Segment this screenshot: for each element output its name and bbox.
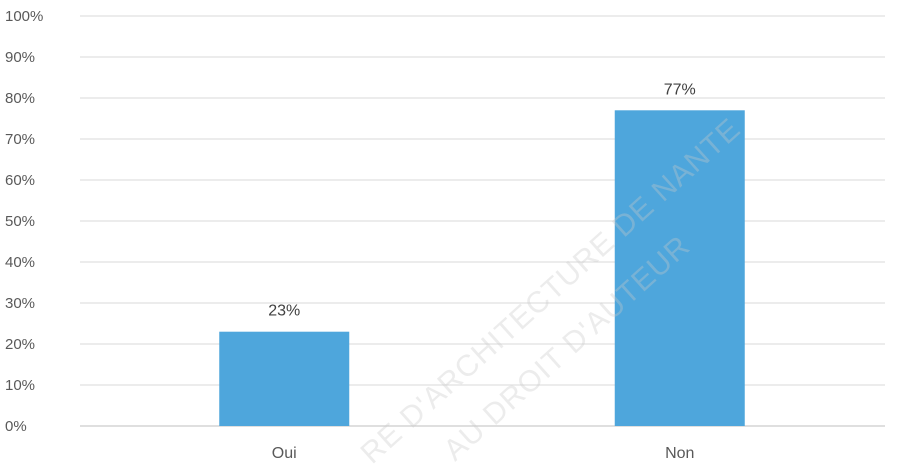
data-labels: 23% 77% xyxy=(268,81,696,319)
data-label: 77% xyxy=(664,81,696,98)
category-label: Non xyxy=(665,445,694,462)
y-axis-ticks: 0% 10% 20% 30% 40% 50% 60% 70% 80% 90% 100% xyxy=(5,8,43,435)
y-tick-label: 60% xyxy=(5,172,35,189)
data-label: 23% xyxy=(268,303,300,320)
y-tick-label: 50% xyxy=(5,213,35,230)
y-tick-label: 80% xyxy=(5,90,35,107)
y-tick-label: 20% xyxy=(5,336,35,353)
bars xyxy=(219,110,745,427)
category-label: Oui xyxy=(272,445,297,462)
bar-non xyxy=(614,110,745,427)
y-tick-label: 70% xyxy=(5,131,35,148)
y-tick-label: 0% xyxy=(5,418,27,435)
y-tick-label: 100% xyxy=(5,8,43,25)
y-tick-label: 90% xyxy=(5,49,35,66)
gridlines xyxy=(80,15,885,427)
x-axis-categories: Oui Non xyxy=(272,445,695,462)
bar-oui xyxy=(219,331,350,426)
y-tick-label: 30% xyxy=(5,295,35,312)
y-tick-label: 10% xyxy=(5,377,35,394)
y-tick-label: 40% xyxy=(5,254,35,271)
